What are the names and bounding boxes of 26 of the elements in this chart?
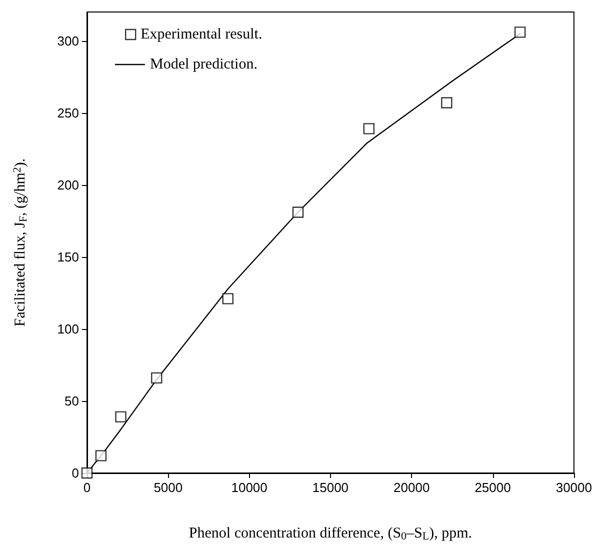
x-tick-label: 30000 (556, 480, 592, 495)
x-tick-label: 15000 (312, 480, 349, 495)
point (363, 123, 375, 134)
point (95, 450, 107, 462)
x-tick-label: 20000 (394, 480, 430, 495)
point (115, 411, 126, 422)
point (441, 97, 452, 108)
y-tick-label: 0 (72, 466, 79, 480)
point (81, 467, 93, 479)
point (151, 372, 162, 384)
x-tick-label: 10000 (231, 480, 268, 495)
point (514, 26, 526, 38)
x-tick-label: 5000 (154, 480, 183, 495)
y-tick-label: 150 (57, 249, 79, 264)
point (292, 206, 304, 218)
legend-label: Experimental result. (140, 26, 262, 42)
point (222, 293, 234, 304)
legend-label: Model prediction. (150, 56, 258, 72)
y-tick-label: 300 (57, 33, 79, 48)
y-axis-title: Facilitated flux, JF, (g/hm2). (12, 158, 30, 327)
x-tick-label: 0 (83, 480, 91, 495)
y-tick-label: 100 (57, 321, 79, 336)
y-tick-label: 200 (57, 177, 79, 192)
x-tick-label: 25000 (474, 480, 511, 495)
y-tick-label: 50 (64, 393, 79, 408)
y-tick-label: 250 (57, 105, 79, 120)
